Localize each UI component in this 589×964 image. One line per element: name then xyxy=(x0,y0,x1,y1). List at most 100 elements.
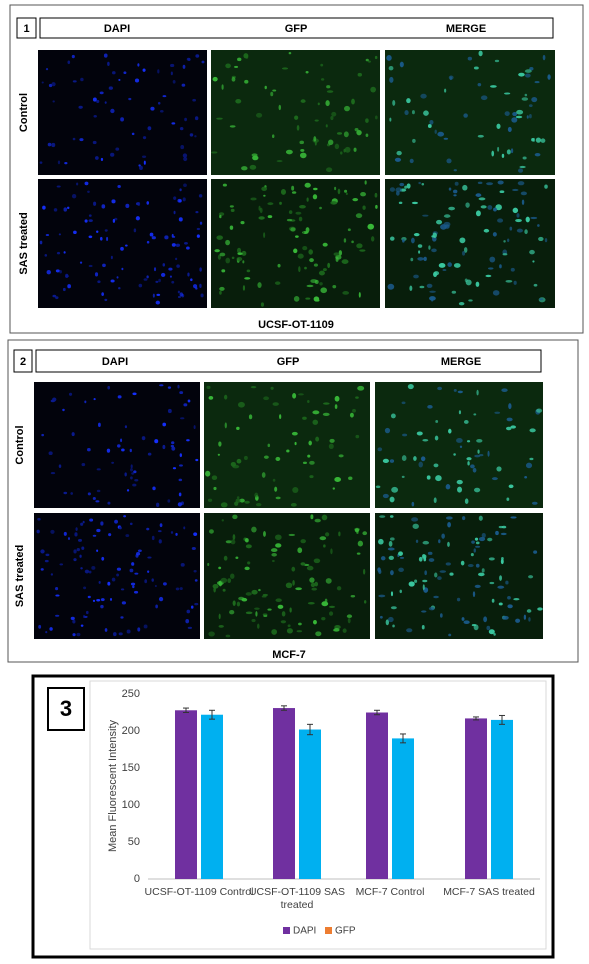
cell xyxy=(124,244,128,247)
bar xyxy=(491,719,513,879)
cell xyxy=(307,601,315,605)
cell xyxy=(263,194,266,197)
cell xyxy=(137,549,142,552)
cell xyxy=(73,549,77,554)
cell xyxy=(232,600,236,606)
cell xyxy=(123,515,127,518)
cell xyxy=(110,108,115,114)
cell xyxy=(524,229,528,235)
cell xyxy=(477,181,483,185)
cell xyxy=(150,106,155,111)
cell xyxy=(356,243,363,249)
x-tick-label: MCF-7 Control xyxy=(355,886,425,898)
cell xyxy=(237,57,242,62)
cell xyxy=(401,401,406,405)
cell xyxy=(297,547,303,554)
cell xyxy=(95,500,100,503)
cell xyxy=(522,156,527,160)
cell xyxy=(146,275,149,279)
cell xyxy=(70,616,75,621)
cell xyxy=(125,203,130,208)
cell xyxy=(300,149,305,152)
cell xyxy=(42,205,46,210)
cell xyxy=(152,293,155,298)
cell xyxy=(244,566,250,571)
cell xyxy=(337,188,341,195)
cell xyxy=(208,631,215,637)
cell xyxy=(245,544,252,549)
cell xyxy=(151,535,155,541)
cell xyxy=(229,125,236,128)
cell xyxy=(477,82,482,87)
cell xyxy=(39,161,43,164)
cell xyxy=(186,609,191,614)
column-header: MERGE xyxy=(446,23,486,35)
cell xyxy=(205,470,211,477)
cell xyxy=(209,529,214,534)
cell xyxy=(154,584,157,588)
cell xyxy=(389,459,395,463)
cell xyxy=(225,540,232,544)
cell xyxy=(67,60,71,65)
cell xyxy=(232,514,238,520)
cell xyxy=(88,264,93,268)
cell xyxy=(261,186,268,191)
cell xyxy=(483,228,490,233)
cell xyxy=(247,561,251,565)
cell xyxy=(334,477,341,482)
cell xyxy=(101,292,104,296)
cell xyxy=(439,570,447,573)
cell xyxy=(88,219,93,223)
cell xyxy=(445,484,451,490)
cell xyxy=(313,558,321,564)
cell xyxy=(526,609,532,613)
cell xyxy=(235,98,242,104)
cell xyxy=(299,152,307,159)
y-tick-label: 150 xyxy=(122,762,140,774)
cell xyxy=(108,533,112,537)
cell xyxy=(103,53,108,58)
cell xyxy=(72,633,76,637)
cell xyxy=(44,559,49,563)
cell xyxy=(219,252,226,257)
cell xyxy=(231,256,235,260)
cell xyxy=(263,455,269,459)
cell xyxy=(200,293,204,298)
cell xyxy=(261,595,267,598)
cell xyxy=(131,472,135,475)
cell xyxy=(341,259,349,264)
cell xyxy=(251,618,256,623)
cell xyxy=(442,268,447,272)
cell xyxy=(338,454,344,458)
bar xyxy=(273,708,295,879)
cell xyxy=(531,96,538,103)
cell xyxy=(307,454,311,458)
cell xyxy=(218,624,224,628)
cell xyxy=(402,433,408,437)
cell xyxy=(534,153,541,157)
cell xyxy=(357,385,365,391)
cell xyxy=(346,614,353,619)
cell xyxy=(112,71,116,75)
cell xyxy=(162,582,167,586)
cell xyxy=(177,198,182,203)
cell xyxy=(147,452,152,456)
cell xyxy=(55,296,59,300)
cell xyxy=(462,516,466,521)
cell xyxy=(84,219,88,223)
cell xyxy=(340,151,343,155)
cell xyxy=(491,477,498,481)
cell xyxy=(118,286,121,290)
cell xyxy=(443,137,449,140)
cell xyxy=(453,263,461,268)
cell xyxy=(463,620,470,625)
cell xyxy=(505,426,512,431)
cell xyxy=(309,475,314,479)
cell xyxy=(120,117,125,122)
cell xyxy=(505,580,509,585)
cell xyxy=(293,295,300,302)
cell xyxy=(298,393,304,396)
cell xyxy=(128,97,132,101)
x-tick-label: UCSF-OT-1109 SAS treated xyxy=(248,886,346,911)
cell xyxy=(151,236,156,240)
